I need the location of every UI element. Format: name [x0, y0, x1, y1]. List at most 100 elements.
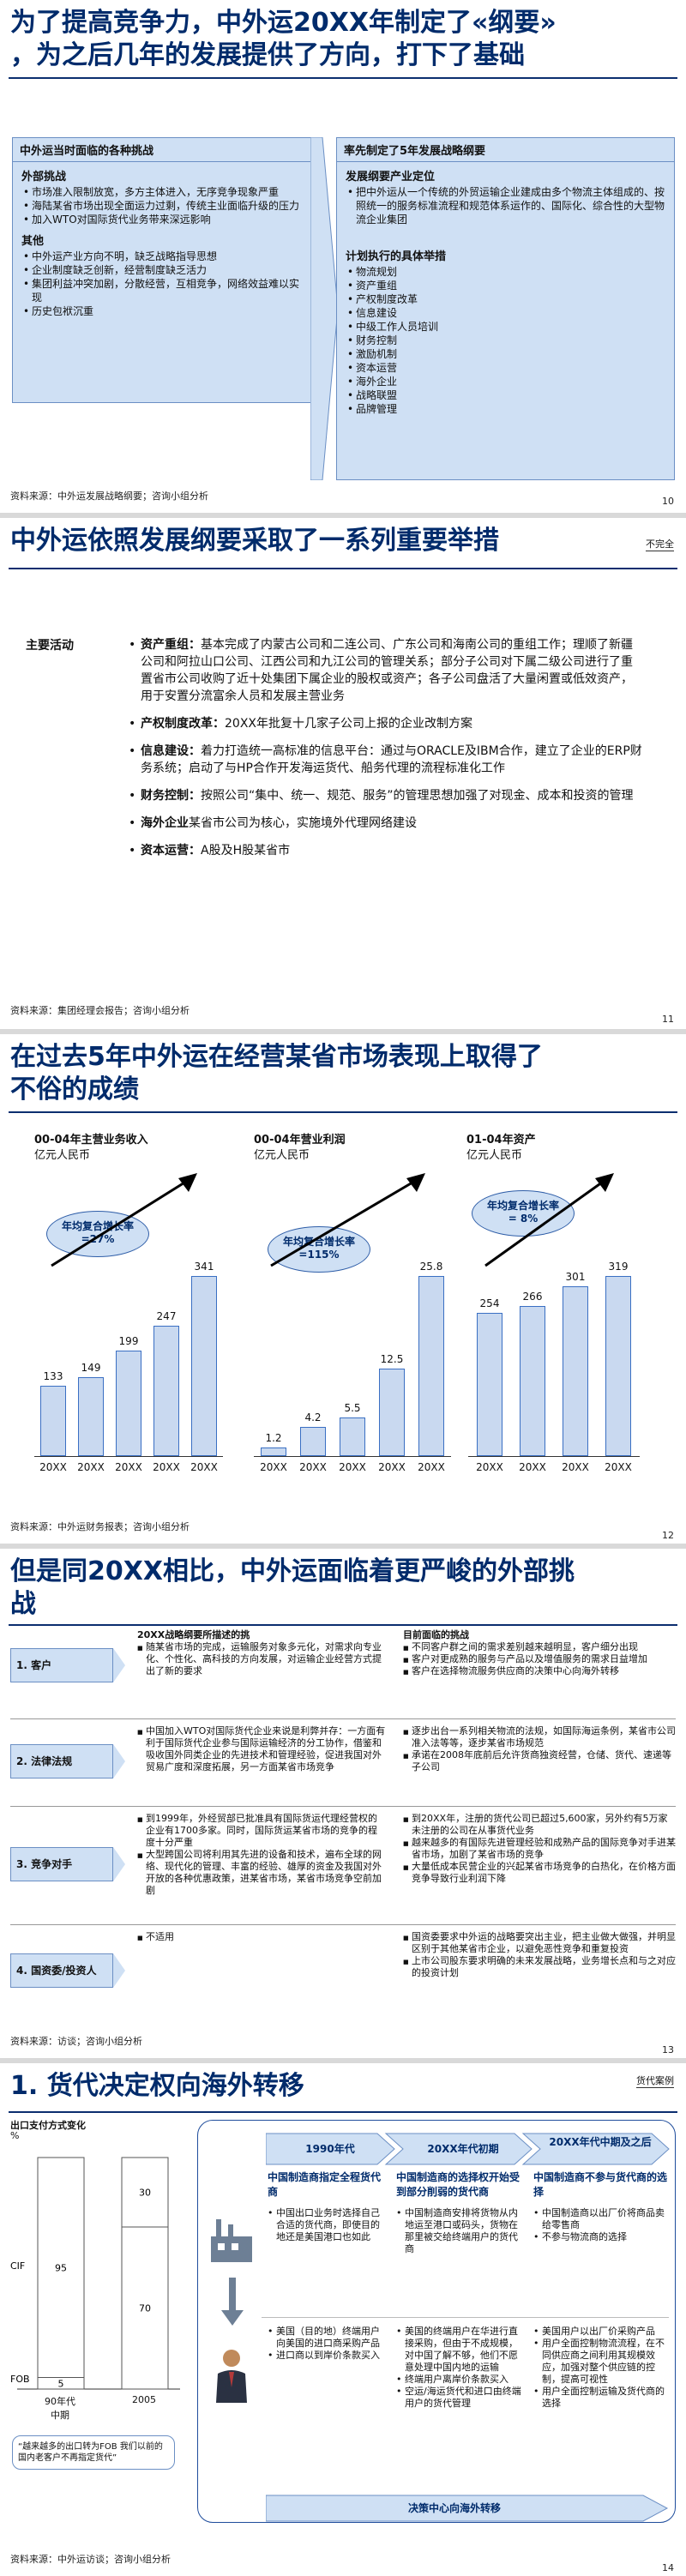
stack-segment-fob: [121, 2226, 169, 2390]
row-arrow-icon: [113, 1953, 125, 1988]
customer-quote: “越来越多的出口转为FOB 我们以前的国内老客户不再指定货代”: [12, 2435, 175, 2470]
list-item: 资本运营: [347, 361, 665, 375]
chart-bar: [477, 1312, 502, 1456]
cagr-bubble: 年均复合增长率 = 8%: [472, 1190, 575, 1237]
list-item: 财务控制：按照公司“集中、统一、规范、服务”的管理思想加强了对现金、成本和投资的…: [129, 787, 643, 804]
list-item: 信息建设: [347, 306, 665, 320]
chart-unit: 亿元人民币: [34, 1149, 91, 1162]
chart-bar: [116, 1351, 141, 1456]
chart-bar: [605, 1276, 631, 1456]
section-title: 其他: [21, 235, 45, 248]
cagr-bubble: 年均复合增长率 =115%: [268, 1226, 370, 1273]
column-header: 目前面临的挑战: [403, 1629, 469, 1640]
source-note: 资料来源：集团经理会报告；咨询小组分析: [10, 1005, 190, 1016]
slide-divider: [0, 513, 686, 518]
bar-value-label: 199: [118, 1335, 139, 1348]
trend-arrow-icon: [270, 1173, 425, 1267]
x-tick-label: 20XX: [190, 1461, 218, 1473]
row-arrow-icon: [113, 1847, 125, 1881]
column-header: 中国制造商指定全程货代商: [268, 2171, 382, 2198]
list-item: 把中外运从一个传统的外贸运输企业建成由多个物流主体组成的、按照统一的服务标准流程…: [347, 185, 665, 226]
page-number: 10: [662, 496, 674, 507]
category-label: 2005: [132, 2394, 156, 2405]
chart-bar: [300, 1426, 326, 1456]
bar-value-label: 341: [194, 1261, 214, 1273]
bar-value-label: 133: [43, 1370, 63, 1383]
chart-bar: [191, 1276, 217, 1456]
title-rule: [9, 77, 677, 79]
x-tick-label: 20XX: [476, 1461, 503, 1473]
factory-icon: [211, 2219, 252, 2262]
page-number: 13: [662, 2044, 674, 2055]
segment-value-label: 5: [58, 2378, 64, 2389]
x-tick-label: 20XX: [519, 1461, 546, 1473]
external-challenges-list: 市场准入限制放宽，多方主体进入，无序竞争现象严重 海陆某省市场出现全面运力过剩，…: [23, 185, 303, 226]
incomplete-tag: 不完全: [646, 539, 674, 551]
list-item: 产权制度改革：20XX年批复十几家子公司上报的企业改制方案: [129, 715, 643, 732]
x-tick-label: 20XX: [260, 1461, 287, 1473]
column-header: 中国制造商的选择权开始受到部分削弱的货代商: [396, 2171, 521, 2198]
timeline-frame: [197, 2120, 676, 2523]
x-tick-label: 20XX: [77, 1461, 105, 1473]
period-label: 20XX年代中期及之后: [549, 2136, 652, 2148]
chart-bar: [261, 1447, 286, 1456]
past-challenge-cell: 不适用: [137, 1931, 386, 1944]
stack-segment-cif: [37, 2157, 85, 2378]
chart-bar: [563, 1285, 588, 1456]
column-header: 中国制造商不参与货代商的选择: [533, 2171, 668, 2198]
title-rule: [9, 1624, 677, 1626]
bar-value-label: 1.2: [265, 1432, 282, 1445]
list-item: 中外运产业方向不明，缺乏战略指导思想: [23, 250, 303, 263]
list-item: 历史包袱沉重: [23, 304, 303, 318]
chart-bar: [379, 1369, 405, 1456]
list-item: 市场准入限制放宽，多方主体进入，无序竞争现象严重: [23, 185, 303, 199]
list-item: 集团利益冲突加剧，分散经营，互相竞争，网络效益难以实现: [23, 277, 303, 304]
case-tag: 货代案例: [636, 2075, 674, 2088]
row-label-competitors: 3. 竞争对手: [10, 1847, 113, 1881]
segment-value-label: 70: [139, 2303, 151, 2314]
slide-13: 但是同20XX相比，中外运面临着更严峻的外部挑 战 20XX战略纲要所描述的挑 …: [0, 1549, 686, 2058]
bar-value-label: 4.2: [304, 1411, 322, 1423]
slide-10: 为了提高竞争力，中外运20XX年制定了«纲要» ，为之后几年的发展提供了方向，打…: [0, 0, 686, 515]
bar-value-label: 266: [522, 1290, 543, 1303]
bottom-arrow-label: 决策中心向海外转移: [407, 2502, 501, 2514]
trend-arrow-icon: [484, 1173, 614, 1267]
slide-divider: [0, 1029, 686, 1034]
list-item: 资产重组: [347, 279, 665, 292]
measures-list: 物流规划 资产重组 产权制度改革 信息建设 中级工作人员培训 财务控制 激励机制…: [347, 265, 665, 416]
chart-bar: [520, 1305, 545, 1456]
period-label: 1990年代: [305, 2143, 355, 2155]
slide-title: 但是同20XX相比，中外运面临着更严峻的外部挑 战: [10, 1556, 575, 1619]
activities-list: 资产重组：基本完成了内蒙古公司和二连公司、广东公司和海南公司的重组工作；理顺了新…: [129, 636, 643, 870]
current-challenge-cell: 逐步出台一系列相关物流的法规，如国际海运条例，某省市公司准入法等等，逐步某省市场…: [403, 1725, 676, 1773]
x-tick-label: 20XX: [605, 1461, 632, 1473]
list-item: 资本运营：A股及H股某省市: [129, 842, 643, 859]
chart-title: 00-04年主营业务收入: [34, 1134, 148, 1147]
current-challenge-cell: 国资委要求中外运的战略要突出主业，把主业做大做强，并明显区别于其他某省市企业，以…: [403, 1931, 676, 1979]
page-number: 12: [662, 1530, 674, 1541]
source-note: 资料来源：中外运财务报表；咨询小组分析: [10, 1521, 190, 1532]
panel-title: 率先制定了5年发展战略纲要: [337, 138, 674, 162]
list-item: 物流规划: [347, 265, 665, 279]
series-label: CIF: [10, 2260, 25, 2272]
chart-bar: [418, 1276, 444, 1456]
current-challenge-cell: 到20XX年，注册的货代公司已超过5,600家，另外约有5万家未注册的公司在从事…: [403, 1813, 676, 1885]
x-tick-label: 20XX: [115, 1461, 142, 1473]
slide-title: 为了提高竞争力，中外运20XX年制定了«纲要» ，为之后几年的发展提供了方向，打…: [10, 8, 557, 70]
section-divider: [262, 2317, 669, 2318]
page-number: 14: [662, 2562, 674, 2573]
section-title: 外部挑战: [21, 171, 67, 184]
current-challenge-cell: 不同客户群之间的需求差别越来越明显，客户细分出现客户对更成熟的服务与产品以及增值…: [403, 1641, 676, 1678]
chart-unit: %: [10, 2130, 20, 2141]
main-activities-label: 主要活动: [26, 639, 74, 653]
x-tick-label: 20XX: [153, 1461, 180, 1473]
payment-method-chart: 5 95 70 30 CIF FOB: [10, 2157, 180, 2390]
bar-value-label: 301: [565, 1270, 586, 1283]
list-item: 品牌管理: [347, 402, 665, 416]
source-note: 资料来源：中外运访谈；咨询小组分析: [10, 2554, 171, 2565]
x-tick-label: 20XX: [378, 1461, 406, 1473]
col-bottom-list: 美国用户以出厂价采购产品 用户全面控制物流流程，在不同供应商之间利用其规模效应，…: [533, 2326, 671, 2410]
bar-value-label: 12.5: [380, 1353, 404, 1366]
chart-title: 00-04年营业利润: [254, 1134, 346, 1147]
list-item: 企业制度缺乏创新，经营制度缺乏活力: [23, 263, 303, 277]
